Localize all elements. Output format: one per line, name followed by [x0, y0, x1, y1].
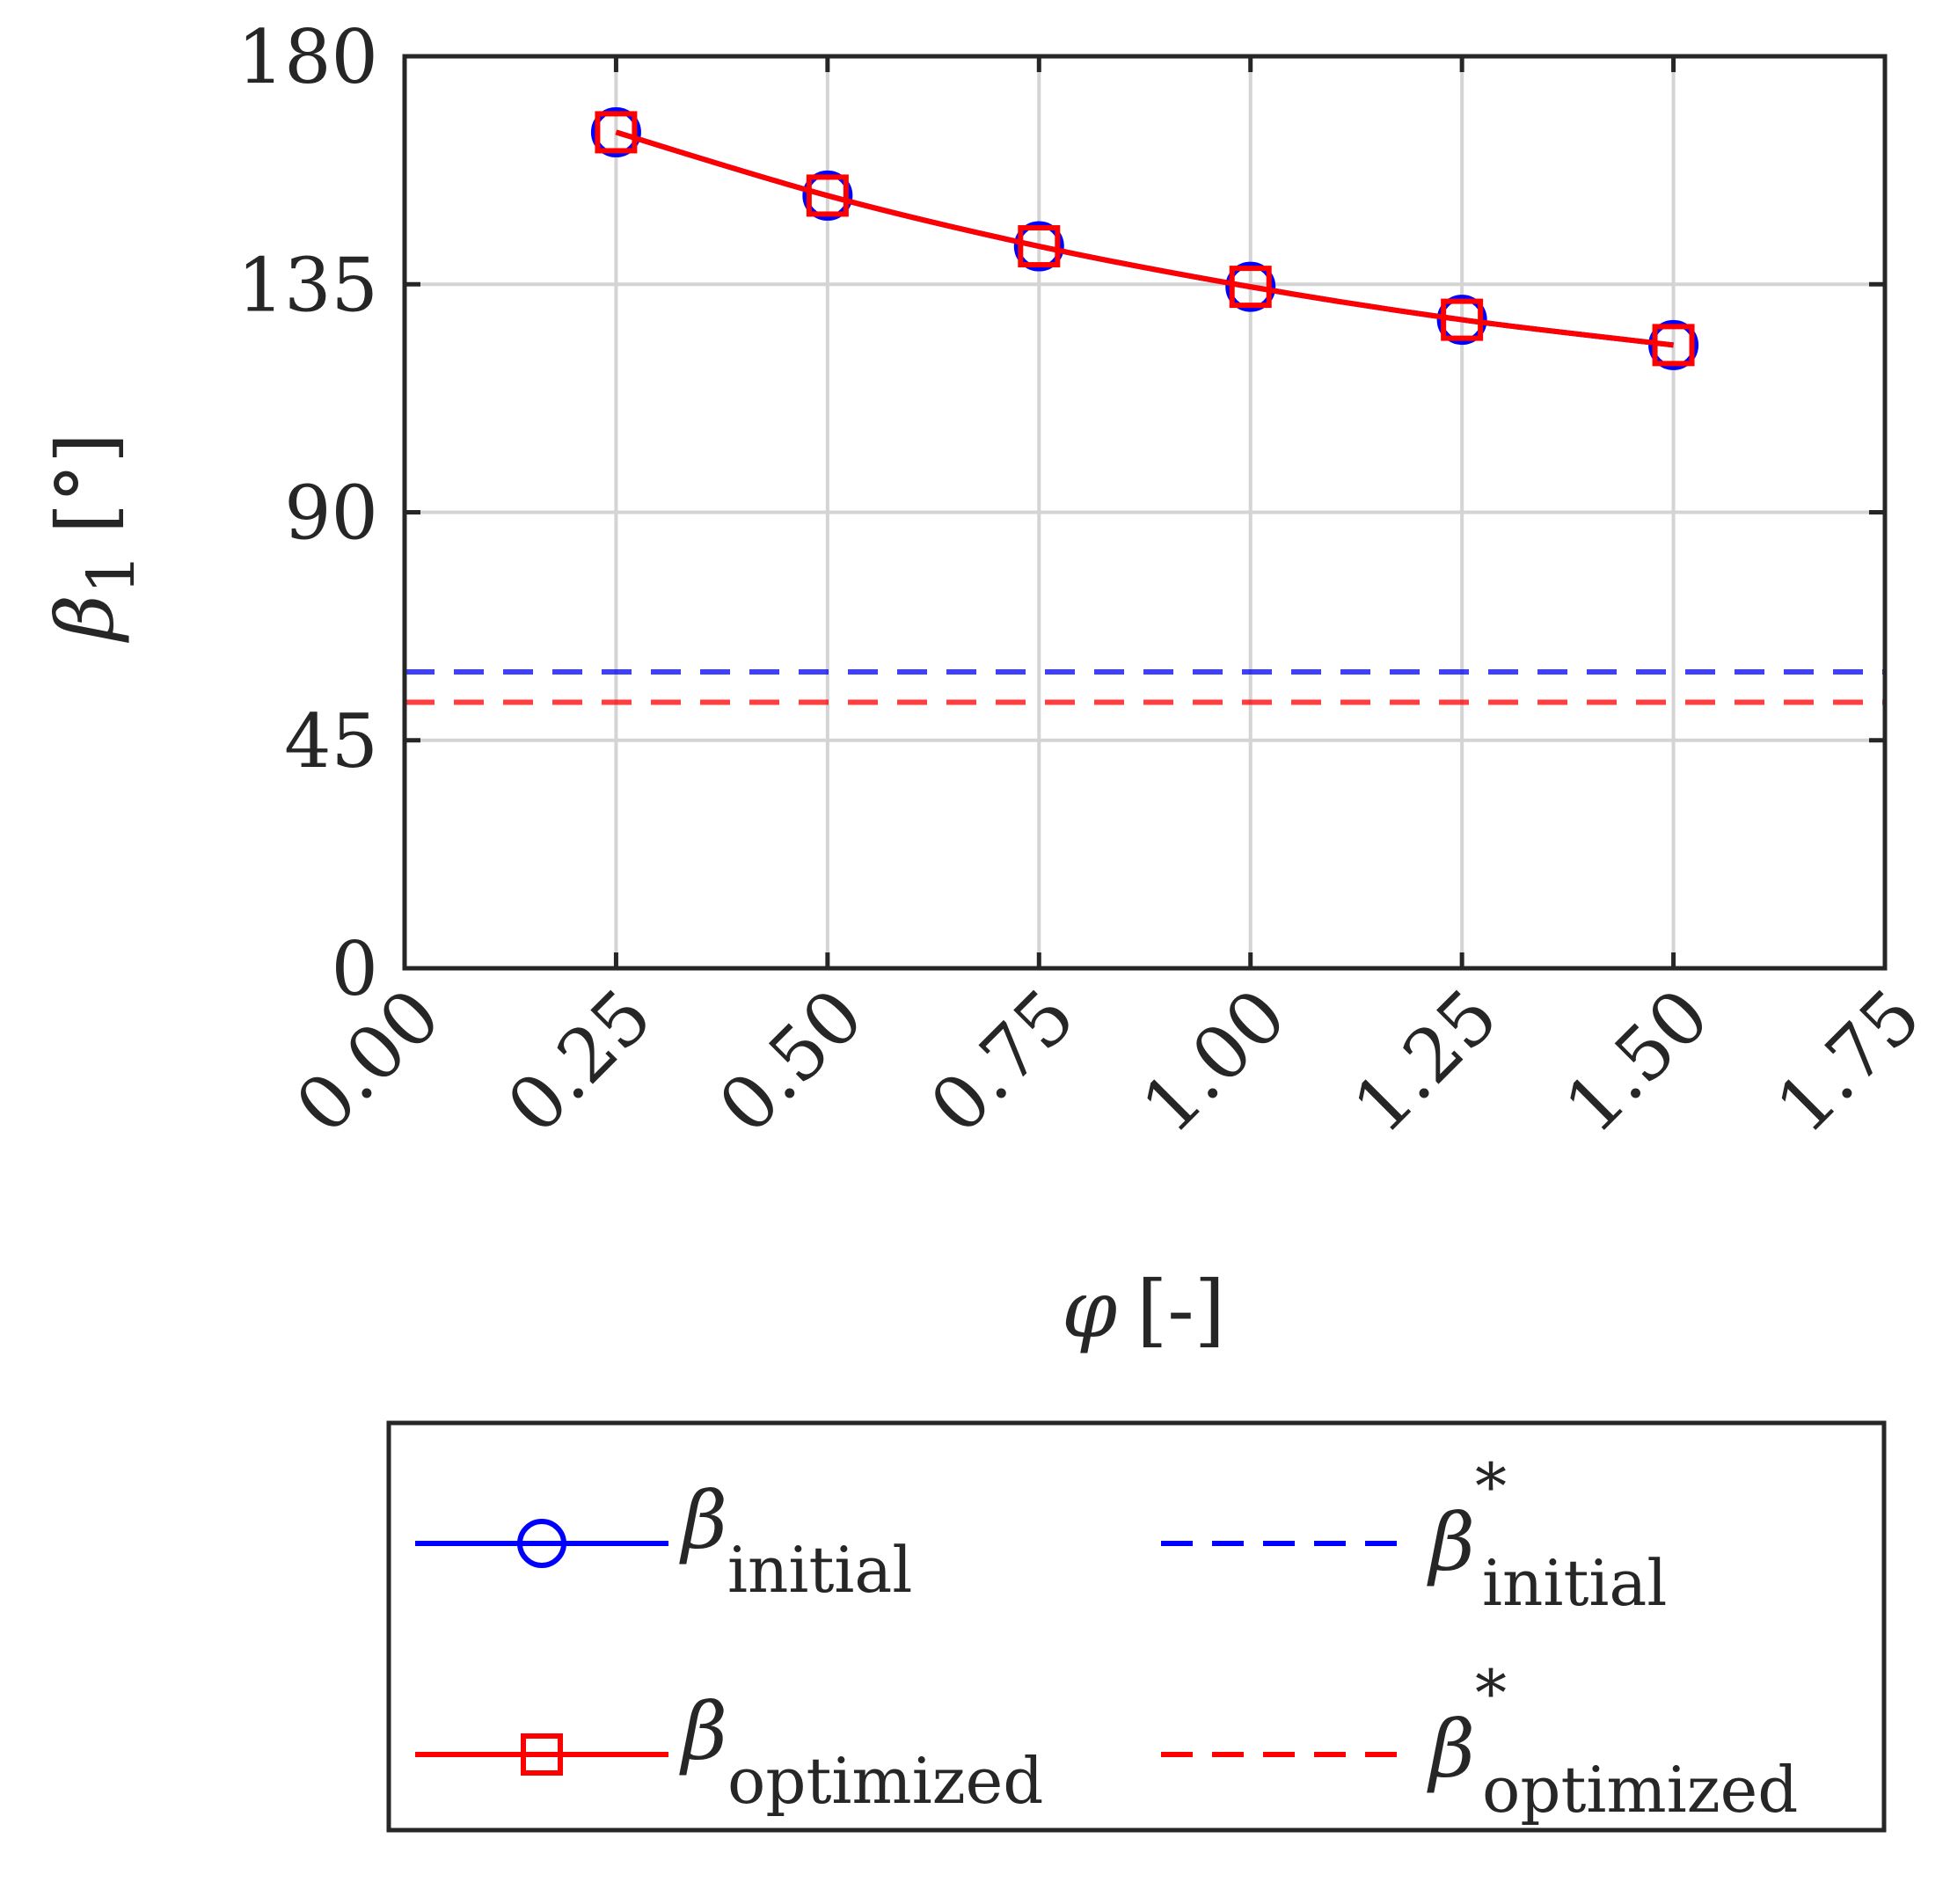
- x-axis-title: φ [-]: [1062, 1264, 1225, 1356]
- y-axis-symbol: β: [40, 595, 132, 643]
- legend: βinitial βoptimized β* initial β* optimize…: [386, 1420, 1887, 1833]
- x-tick-label: 1.75: [1760, 973, 1938, 1150]
- data-point-square: [595, 111, 638, 154]
- data-series: [590, 106, 1699, 370]
- x-tick-label: 1.25: [1337, 973, 1515, 1150]
- x-tick-label: 0.00: [280, 973, 457, 1150]
- data-point-square: [806, 174, 849, 217]
- legend-label-initial: βinitial: [679, 1475, 912, 1607]
- y-tick-label: 135: [237, 242, 378, 328]
- x-tick-label: 0.50: [702, 973, 880, 1150]
- legend-label-optimized: βoptimized: [679, 1686, 1043, 1818]
- data-point-circle: [1436, 295, 1487, 346]
- legend-marker-circle: [517, 1519, 566, 1568]
- x-tick-label: 1.50: [1548, 973, 1726, 1150]
- y-tick-label: 90: [284, 471, 378, 557]
- series-line: [615, 129, 1674, 348]
- series-line: [615, 129, 1674, 348]
- data-point-square: [1441, 298, 1484, 341]
- legend-marker-square: [521, 1733, 563, 1776]
- data-point-square: [1652, 324, 1695, 367]
- y-axis-unit: [°]: [40, 433, 132, 534]
- data-point-circle: [590, 106, 641, 157]
- legend-label-optimized-star: β* optimized: [1427, 1656, 1798, 1827]
- legend-box: [386, 1420, 1887, 1833]
- legend-label-initial-star: β* initial: [1427, 1449, 1667, 1620]
- x-tick-label: 0.75: [914, 973, 1092, 1150]
- grid-lines: [403, 55, 1887, 970]
- data-point-square: [1018, 225, 1061, 268]
- x-tick-label: 0.25: [491, 973, 668, 1150]
- data-point-circle: [1013, 221, 1064, 272]
- x-tick-labels: 0.00 0.25 0.50 0.75 1.00 1.25 1.50 1.75: [280, 973, 1938, 1150]
- data-point-circle: [1225, 261, 1276, 312]
- y-tick-label: 0: [332, 926, 378, 1012]
- data-point-circle: [802, 170, 853, 221]
- y-tick-labels: 0 45 90 135 180: [237, 14, 378, 1012]
- reference-lines: [405, 668, 1885, 705]
- axis-ticks: [402, 54, 1888, 971]
- x-tick-label: 1.00: [1125, 973, 1303, 1150]
- y-axis-subscript: 1: [74, 553, 150, 595]
- y-tick-label: 180: [237, 14, 378, 100]
- y-axis-title: β1 [°]: [40, 433, 150, 643]
- data-point-square: [1229, 266, 1272, 309]
- x-axis-symbol: φ: [1062, 1264, 1117, 1356]
- x-axis-unit: [-]: [1136, 1264, 1225, 1356]
- y-tick-label: 45: [284, 698, 378, 784]
